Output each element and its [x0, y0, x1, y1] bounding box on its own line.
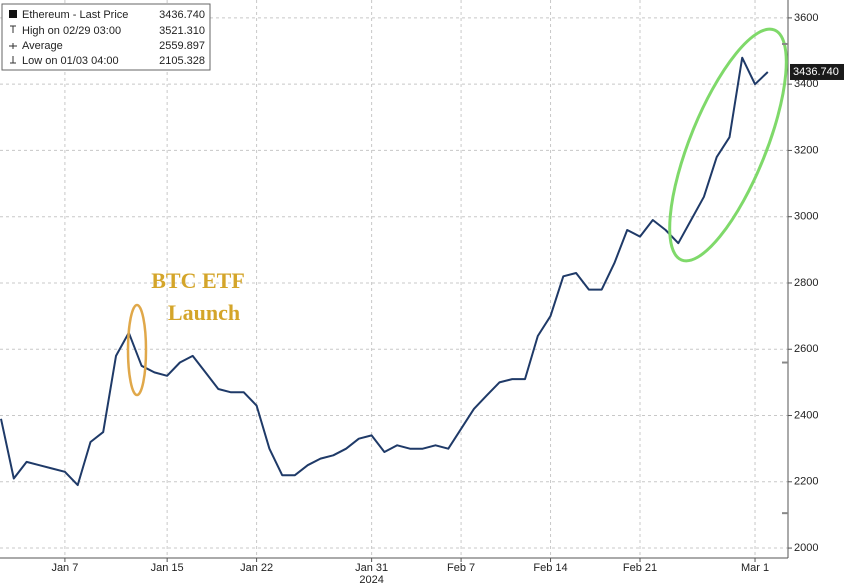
- y-tick-label: 2200: [794, 476, 818, 488]
- legend-icon: [10, 56, 16, 64]
- legend-value: 2105.328: [159, 55, 205, 67]
- x-sublabel: 2024: [359, 574, 383, 586]
- x-tick-label: Jan 15: [151, 562, 184, 574]
- x-tick-label: Feb 7: [447, 562, 475, 574]
- annotation: BTC ETF: [151, 268, 245, 293]
- legend: Ethereum - Last Price 3436.740 High on 0…: [1, 3, 211, 71]
- annotation: Launch: [168, 300, 240, 325]
- last-price-tag: [790, 63, 844, 80]
- y-tick-label: 2600: [794, 343, 818, 355]
- x-tick-label: Feb 21: [623, 562, 657, 574]
- etf-highlight: [126, 303, 148, 397]
- rally-highlight: [668, 27, 788, 263]
- x-tick-label: Jan 31: [355, 562, 388, 574]
- grid: [0, 0, 788, 558]
- legend-name: Average: [22, 40, 63, 52]
- x-tick-label: Mar 1: [741, 562, 769, 574]
- y-tick-label: 3400: [794, 78, 818, 90]
- last-price-label: 3436.740: [793, 66, 839, 78]
- legend-name: Ethereum - Last Price: [22, 9, 128, 21]
- x-tick-label: Feb 14: [533, 562, 567, 574]
- y-tick-label: 3200: [794, 144, 818, 156]
- y-tick-label: 3600: [794, 12, 818, 24]
- legend-value: 3436.740: [159, 9, 205, 21]
- x-tick-label: Jan 7: [51, 562, 78, 574]
- legend-value: 3521.310: [159, 25, 205, 37]
- x-tick-label: Jan 22: [240, 562, 273, 574]
- y-tick-label: 2400: [794, 409, 818, 421]
- y-tick-label: 2800: [794, 277, 818, 289]
- legend-box: [1, 3, 211, 71]
- legend-icon: [10, 25, 16, 33]
- legend-name: High on 02/29 03:00: [22, 25, 121, 37]
- y-tick-label: 3000: [794, 211, 818, 223]
- y-tick-label: 2000: [794, 542, 818, 554]
- legend-value: 2559.897: [159, 40, 205, 52]
- legend-name: Low on 01/03 04:00: [22, 55, 119, 67]
- legend-swatch: [9, 10, 17, 18]
- legend-icon: [9, 43, 17, 49]
